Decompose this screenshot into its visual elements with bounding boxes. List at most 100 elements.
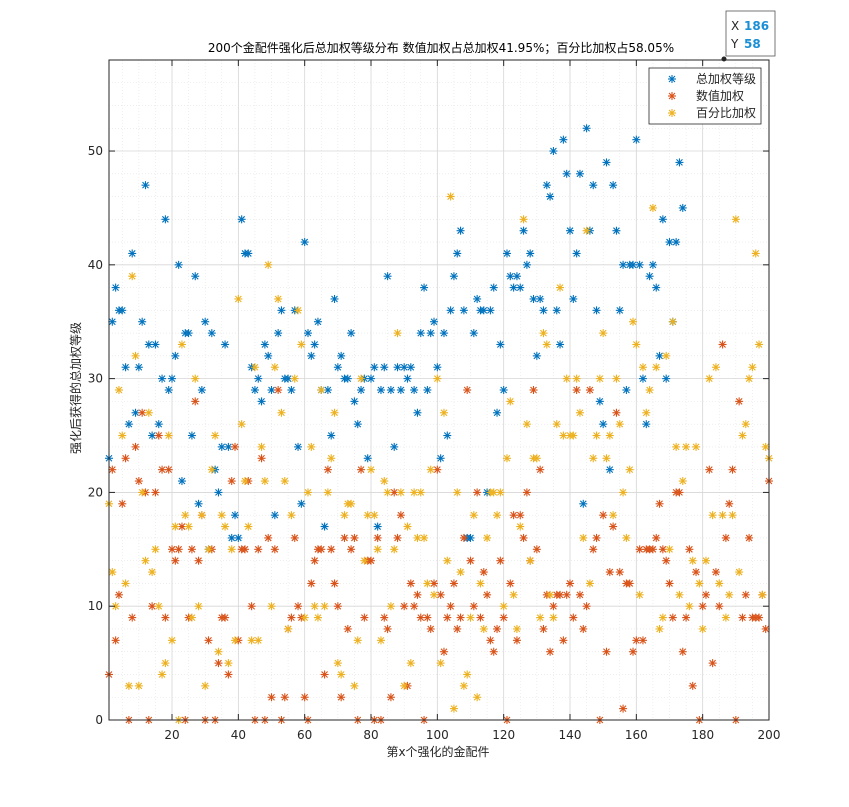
data-point bbox=[728, 465, 737, 474]
data-point bbox=[625, 579, 634, 588]
data-point bbox=[158, 374, 167, 383]
legend-label: 数值加权 bbox=[696, 88, 744, 103]
data-point bbox=[257, 442, 266, 451]
x-tick-label: 40 bbox=[231, 728, 246, 742]
data-point bbox=[118, 431, 127, 440]
data-point bbox=[512, 272, 521, 281]
data-point bbox=[615, 420, 624, 429]
data-point bbox=[376, 386, 385, 394]
data-point bbox=[187, 431, 196, 440]
data-point bbox=[400, 602, 409, 611]
chart-title: 200个金配件强化后总加权等级分布 数值加权占总加权41.95%；百分比加权占5… bbox=[208, 40, 674, 55]
data-point bbox=[274, 294, 283, 303]
data-point bbox=[738, 431, 747, 440]
data-point bbox=[111, 283, 120, 292]
data-point bbox=[569, 613, 578, 622]
data-point bbox=[638, 363, 647, 372]
data-point bbox=[496, 556, 505, 565]
data-point bbox=[164, 465, 173, 474]
data-point bbox=[658, 613, 667, 622]
data-point bbox=[337, 351, 346, 360]
data-point bbox=[595, 374, 604, 383]
data-point bbox=[728, 511, 737, 520]
data-point bbox=[582, 124, 591, 133]
data-point bbox=[751, 249, 760, 258]
data-point bbox=[655, 624, 664, 633]
data-point bbox=[512, 624, 521, 633]
data-point bbox=[124, 681, 133, 690]
data-point bbox=[549, 613, 558, 622]
data-point bbox=[373, 545, 382, 554]
data-point bbox=[320, 602, 329, 611]
data-point bbox=[347, 545, 356, 554]
data-point bbox=[254, 636, 263, 645]
data-point bbox=[383, 624, 392, 633]
data-point bbox=[300, 693, 309, 702]
data-point bbox=[506, 579, 515, 588]
data-point bbox=[134, 477, 143, 486]
data-point bbox=[400, 681, 409, 690]
data-point bbox=[502, 454, 511, 463]
data-point bbox=[154, 602, 163, 611]
data-point bbox=[509, 590, 518, 599]
data-point bbox=[240, 545, 249, 554]
data-point bbox=[171, 351, 180, 360]
data-point bbox=[725, 590, 734, 599]
y-tick-label: 40 bbox=[88, 258, 103, 272]
data-point bbox=[609, 522, 618, 531]
data-point bbox=[745, 374, 754, 383]
data-point bbox=[635, 260, 644, 269]
data-point bbox=[499, 602, 508, 611]
data-point bbox=[652, 533, 661, 542]
data-point bbox=[701, 556, 710, 565]
data-point bbox=[171, 556, 180, 565]
data-point bbox=[343, 374, 352, 383]
data-point bbox=[615, 568, 624, 577]
data-point bbox=[191, 397, 200, 406]
data-point bbox=[655, 351, 664, 360]
data-point bbox=[121, 454, 130, 463]
data-tip[interactable]: X 186 Y 58 bbox=[721, 10, 776, 62]
x-tick-label: 140 bbox=[559, 728, 582, 742]
data-point bbox=[682, 613, 691, 622]
data-point bbox=[260, 477, 269, 486]
data-point bbox=[287, 511, 296, 520]
data-point bbox=[134, 681, 143, 690]
data-point bbox=[144, 408, 153, 417]
data-point bbox=[297, 499, 306, 508]
data-point bbox=[469, 511, 478, 520]
data-point bbox=[214, 488, 223, 497]
data-point bbox=[672, 442, 681, 451]
data-point bbox=[270, 363, 279, 372]
data-point bbox=[755, 340, 764, 349]
data-point bbox=[403, 522, 412, 531]
data-point bbox=[227, 477, 236, 486]
data-point bbox=[582, 226, 591, 235]
data-point bbox=[522, 260, 531, 269]
data-point bbox=[257, 397, 266, 406]
data-point bbox=[579, 499, 588, 508]
data-point bbox=[274, 329, 283, 338]
data-point bbox=[221, 613, 230, 622]
data-point bbox=[552, 306, 561, 315]
data-point bbox=[516, 522, 525, 531]
data-point bbox=[211, 431, 220, 440]
data-point bbox=[320, 522, 329, 531]
data-point bbox=[589, 545, 598, 554]
data-point bbox=[675, 590, 684, 599]
data-point bbox=[108, 465, 117, 474]
data-point bbox=[317, 386, 326, 394]
data-point bbox=[310, 602, 319, 611]
legend-box bbox=[648, 67, 762, 125]
data-point bbox=[386, 386, 395, 394]
y-tick-label: 30 bbox=[88, 372, 103, 386]
data-point bbox=[638, 636, 647, 645]
data-point bbox=[443, 556, 452, 565]
data-point bbox=[327, 545, 336, 554]
data-point bbox=[393, 533, 402, 542]
data-point bbox=[572, 386, 581, 394]
x-tick-label: 100 bbox=[426, 728, 449, 742]
data-point bbox=[310, 556, 319, 565]
data-point bbox=[589, 454, 598, 463]
